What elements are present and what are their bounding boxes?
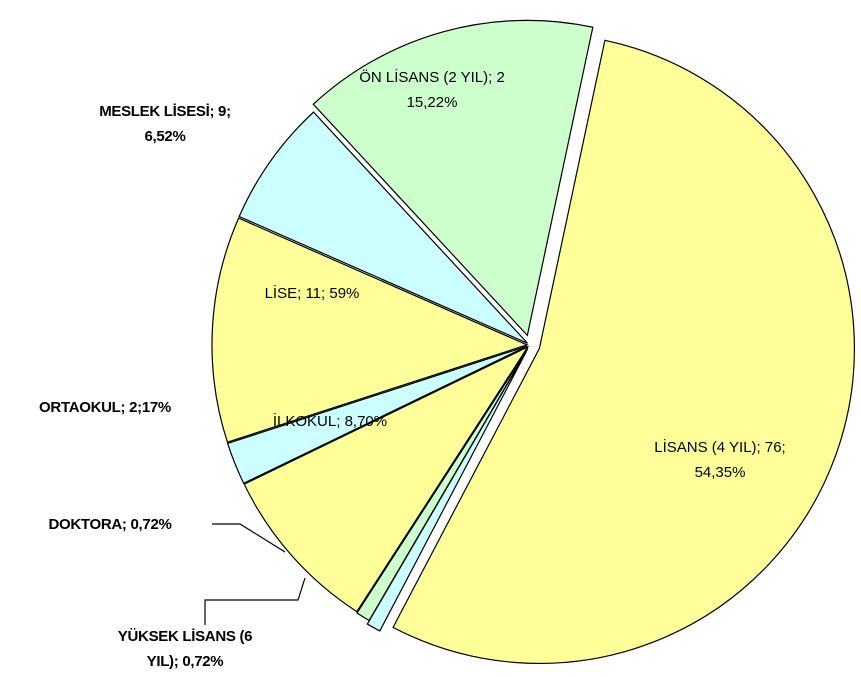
pie-slice — [366, 351, 527, 632]
pie-slice — [356, 348, 529, 622]
labels: LİSANS (4 YIL); 76; 54,35% YÜKSEK LİSANS (… — [39, 68, 786, 670]
data-label: YÜKSEK LİSANS (6 — [118, 628, 252, 645]
pie-slice — [312, 19, 594, 337]
data-label: LİSE; 11; 59% — [265, 284, 360, 302]
pie-slice — [243, 345, 530, 613]
data-label: MESLEK LİSESİ; 9; — [99, 103, 231, 120]
data-label: İLKOKUL; 8,70% — [273, 412, 387, 430]
pie-slice — [238, 111, 528, 344]
data-label: YIL); 0,72% — [147, 653, 224, 670]
data-label: ORTAOKUL; 2;17% — [39, 399, 171, 416]
data-label: DOKTORA; 0,72% — [48, 516, 171, 533]
data-label: 6,52% — [144, 128, 185, 145]
leader-line — [204, 577, 306, 625]
pie-slice — [226, 345, 528, 485]
leader-line — [212, 523, 286, 553]
data-label: LİSANS (4 YIL); 76; — [654, 438, 785, 456]
data-label: ÖN LİSANS (2 YIL); 2 — [359, 68, 505, 86]
pie-slice — [211, 217, 529, 443]
pie-slice — [392, 39, 856, 664]
data-label: 15,22% — [407, 94, 458, 111]
data-label: 54,35% — [695, 464, 746, 481]
pie — [211, 19, 856, 664]
